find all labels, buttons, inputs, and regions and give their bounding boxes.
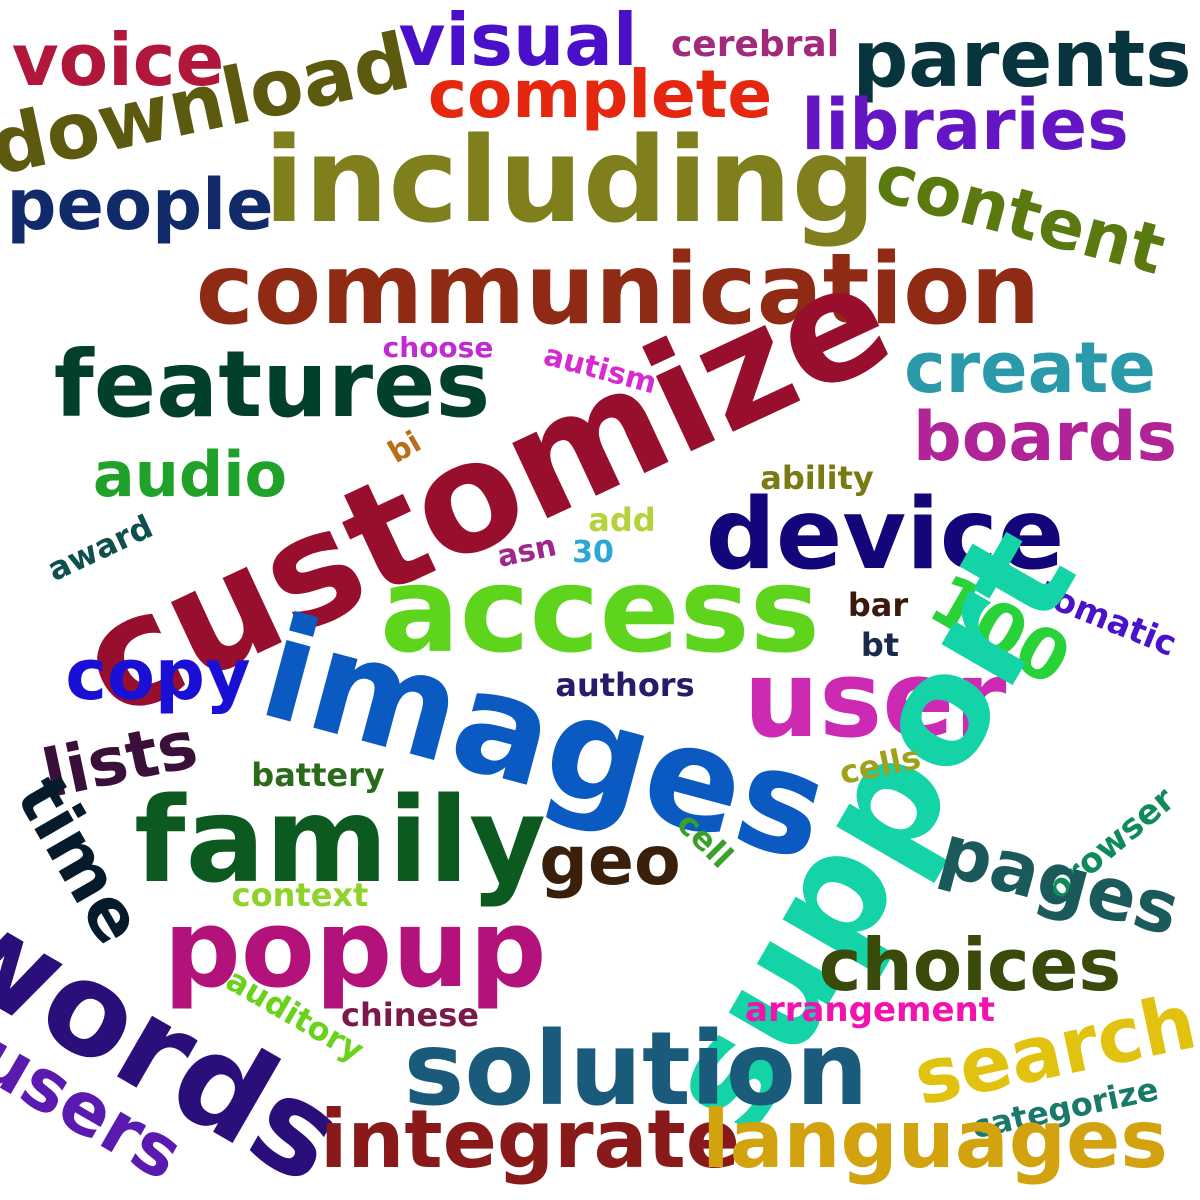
word-device: device [705,478,1065,592]
word-add: add [588,501,656,539]
word-ability: ability [760,459,874,497]
word-copy: copy [65,634,251,716]
word-languages: languages [702,1093,1168,1186]
word-bar: bar [847,586,909,624]
word-arrangement: arrangement [745,990,995,1030]
word-voice: voice [11,18,225,102]
word-solution: solution [403,1010,869,1129]
word-family: family [134,771,546,909]
word-geo: geo [539,822,681,901]
word-user: user [743,638,1007,761]
word-authors: authors [555,666,695,704]
word-audio: audio [92,438,288,511]
word-communication: communication [195,233,1041,347]
word-complete: complete [427,56,773,133]
word-integrate: integrate [319,1093,741,1186]
word-choices: choices [818,923,1122,1007]
word-battery: battery [251,756,385,794]
word-chinese: chinese [341,996,479,1034]
word-cerebral: cerebral [670,24,840,65]
word-people: people [6,164,274,246]
word-bt: bt [860,626,900,664]
word-choose: choose [382,331,494,364]
word-popup: popup [163,887,547,1012]
word-boards: boards [913,398,1177,477]
word-30: 30 [572,535,614,570]
word-including: including [263,111,877,249]
word-context: context [231,876,369,914]
word-create: create [904,327,1156,409]
word-parents: parents [852,15,1192,105]
word-features: features [53,331,491,438]
word-access: access [379,541,821,679]
word-libraries: libraries [801,84,1129,166]
word-visual: visual [398,0,638,82]
